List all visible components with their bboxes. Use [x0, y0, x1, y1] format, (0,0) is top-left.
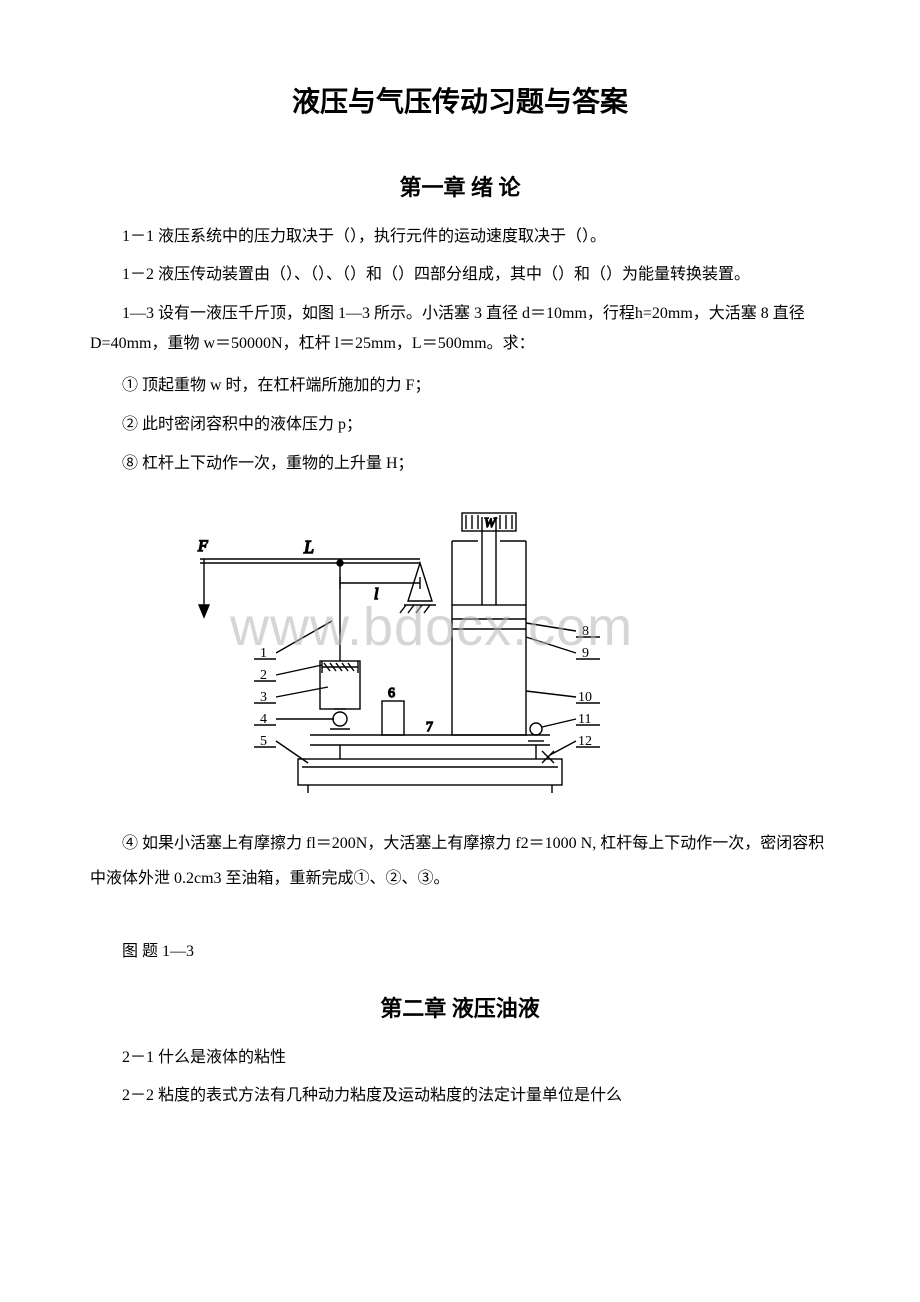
label-6: 6	[388, 686, 395, 701]
chapter1-title: 第一章 绪 论	[90, 170, 830, 202]
q1-3-item3: ⑧ 杠杆上下动作一次，重物的上升量 H；	[90, 446, 830, 481]
hydraulic-jack-schematic-icon: F L l	[190, 501, 610, 801]
label-L: L	[303, 537, 314, 557]
chapter2-title: 第二章 液压油液	[90, 991, 830, 1023]
label-l: l	[374, 586, 379, 603]
q1-1: 1－1 液压系统中的压力取决于（），执行元件的运动速度取决于（）。	[90, 222, 830, 252]
q1-3-item4: ④ 如果小活塞上有摩擦力 fl＝200N，大活塞上有摩擦力 f2＝1000 N,…	[90, 826, 830, 896]
q1-2: 1－2 液压传动装置由（）、（）、（）和（）四部分组成，其中（）和（）为能量转换…	[90, 260, 830, 290]
q2-2: 2－2 粘度的表式方法有几种动力粘度及运动粘度的法定计量单位是什么	[122, 1081, 830, 1111]
figure-caption: 图 题 1—3	[90, 937, 830, 961]
q1-3-item1: ① 顶起重物 w 时，在杠杆端所施加的力 F；	[90, 368, 830, 403]
label-7: 7	[426, 720, 433, 735]
q2-1: 2－1 什么是液体的粘性	[122, 1043, 830, 1073]
label-F: F	[197, 538, 208, 555]
figure-1-3: F L l	[190, 501, 830, 806]
label-W: W	[484, 516, 497, 531]
q1-3-item2: ② 此时密闭容积中的液体压力 p；	[90, 407, 830, 442]
main-title: 液压与气压传动习题与答案	[90, 80, 830, 120]
q1-3-intro: 1—3 设有一液压千斤顶，如图 1—3 所示。小活塞 3 直径 d＝10mm，行…	[90, 299, 830, 360]
